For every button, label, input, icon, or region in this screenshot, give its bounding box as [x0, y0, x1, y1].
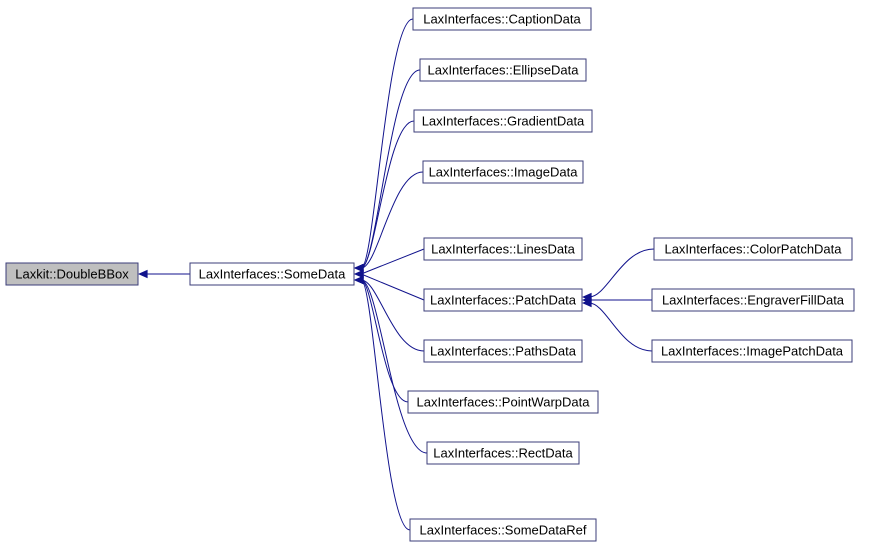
- class-node[interactable]: LaxInterfaces::LinesData: [424, 238, 582, 260]
- class-node[interactable]: LaxInterfaces::SomeDataRef: [410, 519, 596, 541]
- class-node[interactable]: LaxInterfaces::GradientData: [414, 110, 592, 132]
- class-node-label: LaxInterfaces::SomeDataRef: [420, 522, 587, 537]
- class-node-label: LaxInterfaces::EllipseData: [427, 62, 579, 77]
- class-node-label: LaxInterfaces::RectData: [433, 445, 573, 460]
- class-node[interactable]: LaxInterfaces::SomeData: [190, 263, 354, 285]
- class-node[interactable]: Laxkit::DoubleBBox: [6, 263, 138, 285]
- class-node-label: LaxInterfaces::ImageData: [429, 164, 579, 179]
- class-node-label: LaxInterfaces::PointWarpData: [417, 394, 591, 409]
- class-node-label: LaxInterfaces::PathsData: [430, 343, 577, 358]
- class-node[interactable]: LaxInterfaces::PointWarpData: [408, 391, 598, 413]
- class-node-label: LaxInterfaces::GradientData: [422, 113, 585, 128]
- class-node[interactable]: LaxInterfaces::EngraverFillData: [652, 289, 854, 311]
- class-node-label: LaxInterfaces::LinesData: [431, 241, 576, 256]
- class-node-label: LaxInterfaces::CaptionData: [423, 11, 581, 26]
- class-node-label: Laxkit::DoubleBBox: [15, 266, 129, 281]
- inheritance-diagram: Laxkit::DoubleBBoxLaxInterfaces::SomeDat…: [0, 0, 872, 547]
- class-node-label: LaxInterfaces::PatchData: [430, 292, 577, 307]
- class-node[interactable]: LaxInterfaces::ImagePatchData: [652, 340, 852, 362]
- class-node-label: LaxInterfaces::EngraverFillData: [662, 292, 845, 307]
- class-node-label: LaxInterfaces::ImagePatchData: [661, 343, 844, 358]
- class-node[interactable]: LaxInterfaces::ColorPatchData: [654, 238, 852, 260]
- class-node-label: LaxInterfaces::SomeData: [199, 266, 346, 281]
- class-node[interactable]: LaxInterfaces::CaptionData: [413, 8, 591, 30]
- class-node[interactable]: LaxInterfaces::PathsData: [424, 340, 582, 362]
- class-node-label: LaxInterfaces::ColorPatchData: [664, 241, 842, 256]
- class-node[interactable]: LaxInterfaces::PatchData: [424, 289, 582, 311]
- class-node[interactable]: LaxInterfaces::RectData: [427, 442, 579, 464]
- class-node[interactable]: LaxInterfaces::ImageData: [423, 161, 583, 183]
- class-node[interactable]: LaxInterfaces::EllipseData: [420, 59, 586, 81]
